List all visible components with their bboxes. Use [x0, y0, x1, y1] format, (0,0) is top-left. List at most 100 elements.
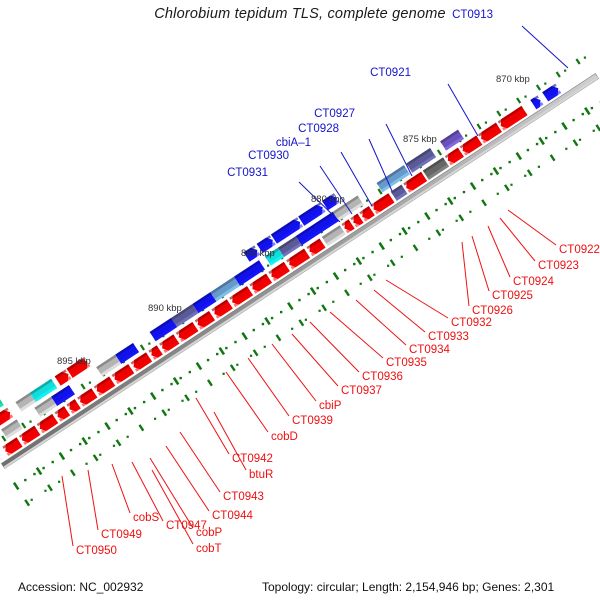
gene-feature: [149, 317, 178, 342]
gene-label[interactable]: CT0928: [298, 123, 339, 135]
gene-feature: [403, 171, 428, 193]
gene-feature: [268, 261, 290, 282]
gene-feature: [18, 425, 41, 446]
gene-feature: [34, 396, 58, 417]
gene-label[interactable]: CT0936: [362, 371, 403, 383]
gene-feature: [286, 248, 311, 270]
gene-feature: [390, 184, 408, 201]
gene-feature: [359, 206, 375, 222]
gene-label[interactable]: CT0949: [101, 529, 142, 541]
gene-feature: [194, 311, 216, 330]
gene-label[interactable]: CT0924: [513, 276, 555, 288]
gene-feature: [2, 437, 23, 456]
gene-feature: [192, 292, 217, 314]
gene-label[interactable]: CT0923: [538, 260, 579, 272]
gene-feature: [542, 83, 562, 102]
gene-feature: [148, 345, 163, 361]
scale-tick-label: 895 kbp: [57, 356, 91, 367]
gene-label[interactable]: CT0922: [559, 244, 600, 256]
gene-feature: [370, 193, 395, 215]
gene-label[interactable]: cobP: [196, 527, 223, 539]
gene-feature: [130, 352, 153, 372]
scale-tick-label: 870 kbp: [496, 74, 530, 85]
gene-label[interactable]: CT0931: [227, 167, 268, 179]
gene-label[interactable]: CT0921: [370, 67, 411, 79]
gene-feature: [66, 399, 81, 414]
tick-marks: [1, 56, 600, 507]
gene-feature: [422, 157, 450, 180]
gene-feature: [459, 135, 483, 156]
label-leader-lines: [61, 25, 569, 547]
gene-feature: [29, 378, 58, 403]
gene-label[interactable]: CT0942: [232, 453, 273, 465]
gene-feature: [159, 334, 180, 353]
scale-tick-label: 875 kbp: [403, 134, 437, 145]
gene-feature: [330, 195, 364, 223]
gene-feature: [406, 147, 437, 173]
gene-label[interactable]: CT0937: [341, 385, 382, 397]
gene-feature: [93, 376, 116, 396]
gene-label[interactable]: cobT: [196, 543, 222, 555]
gene-label[interactable]: CT0933: [428, 331, 469, 343]
gene-feature: [66, 356, 91, 378]
gene-feature: [234, 260, 265, 286]
gene-feature: [270, 217, 304, 244]
gene-label[interactable]: cobS: [133, 512, 160, 524]
gene-feature: [175, 321, 199, 343]
gene-feature: [171, 303, 199, 328]
gene-label[interactable]: CT0935: [386, 357, 427, 369]
gene-label[interactable]: CT0944: [212, 510, 254, 522]
gene-feature: [306, 238, 326, 257]
gene-feature: [321, 225, 346, 247]
gene-feature: [497, 105, 528, 131]
gene-label[interactable]: CT0913: [452, 9, 493, 21]
gene-feature: [54, 406, 71, 422]
gene-feature: [210, 276, 241, 302]
gene-label[interactable]: CT0932: [451, 317, 492, 329]
accession-text: Accession: NC_002932: [18, 580, 144, 594]
gene-feature: [376, 165, 410, 193]
gene-label[interactable]: cobD: [271, 431, 298, 443]
gene-feature: [249, 273, 273, 294]
gene-feature: [243, 245, 261, 262]
gene-feature: [0, 399, 4, 408]
gene-label[interactable]: CT0930: [248, 150, 289, 162]
gene-feature: [15, 392, 36, 412]
gene-feature: [0, 407, 14, 426]
gene-feature: [298, 202, 326, 226]
gene-label[interactable]: CT0947: [166, 520, 207, 532]
gene-label[interactable]: cbiP: [319, 400, 342, 412]
gene-feature: [1, 419, 23, 439]
gene-label[interactable]: CT0925: [492, 290, 533, 302]
gene-label[interactable]: CT0927: [314, 108, 355, 120]
gene-label[interactable]: CT0926: [472, 305, 513, 317]
gene-features: [0, 83, 562, 456]
gene-label[interactable]: CT0939: [292, 415, 333, 427]
scale-labels: 870 kbp 875 kbp 880 kbp 885 kbp 890 kbp 895 k…: [57, 74, 530, 367]
scale-tick-label: 885 kbp: [241, 248, 275, 259]
gene-feature: [54, 369, 72, 386]
genome-meta-text: Topology: circular; Length: 2,154,946 bp…: [262, 580, 555, 594]
gene-feature: [229, 286, 254, 307]
gene-label[interactable]: CT0950: [76, 545, 117, 557]
gene-feature: [77, 388, 98, 407]
gene-feature: [295, 211, 339, 246]
gene-feature: [211, 299, 233, 319]
gene-feature: [478, 122, 502, 144]
page-title: Chlorobium tepidum TLS, complete genome: [154, 6, 446, 22]
gene-feature: [277, 236, 302, 257]
gene-feature: [350, 213, 364, 228]
gene-feature: [111, 364, 135, 385]
gene-label[interactable]: CT0934: [409, 344, 451, 356]
gene-feature: [341, 219, 355, 234]
gene-label[interactable]: btuR: [249, 469, 273, 481]
gene-label[interactable]: cbiA–1: [276, 137, 311, 149]
gene-feature: [96, 354, 122, 377]
gene-feature: [115, 342, 140, 364]
scale-tick-label: 890 kbp: [148, 303, 182, 314]
gene-feature: [36, 413, 59, 434]
gene-label[interactable]: CT0943: [223, 491, 264, 503]
